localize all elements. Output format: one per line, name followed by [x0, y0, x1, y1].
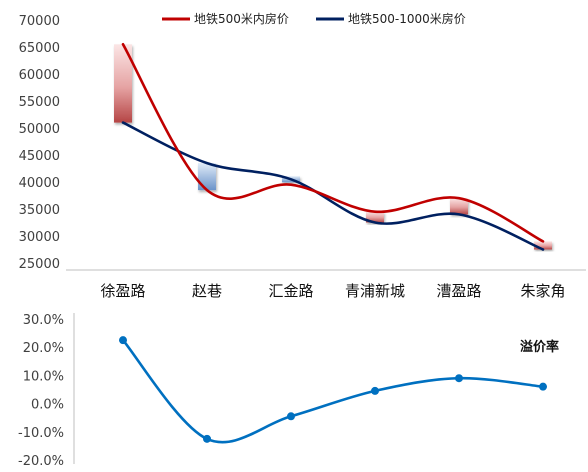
y-tick-label: 30.0%	[23, 313, 64, 328]
premium-rate-point	[539, 382, 547, 391]
premium-rate-label: 溢价率	[520, 339, 559, 355]
premium-line	[119, 336, 547, 444]
y-tick-label: 20.0%	[23, 341, 64, 356]
y-tick-label: -10.0%	[18, 426, 64, 441]
x-category-label: 汇金路	[268, 282, 313, 300]
legend: 地铁500米内房价 地铁500-1000米房价	[162, 11, 466, 26]
price-gap-bars	[114, 44, 552, 250]
x-axis: 徐盈路 赵巷 汇金路 青浦新城 漕盈路 朱家角	[66, 269, 586, 300]
premium-rate-point	[455, 374, 463, 383]
y-tick-label: 30000	[19, 230, 60, 245]
y-tick-label: 45000	[19, 149, 60, 164]
x-category-label: 漕盈路	[436, 282, 481, 300]
y-tick-label: 70000	[19, 14, 60, 29]
gap-bar	[534, 241, 552, 250]
x-category-label: 青浦新城	[345, 282, 405, 300]
y-tick-label: 50000	[19, 122, 60, 137]
y-tick-label: 65000	[19, 41, 60, 56]
premium-rate-point	[371, 386, 379, 395]
y-tick-label: 25000	[19, 257, 60, 272]
legend-label-series-1: 地铁500米内房价	[194, 11, 289, 26]
premium-rate-point	[119, 336, 127, 345]
premium-rate-point	[287, 412, 295, 421]
gap-bar	[114, 44, 132, 123]
y-tick-label: 40000	[19, 176, 60, 191]
x-category-label: 朱家角	[520, 282, 565, 300]
series-line-500-1000m	[121, 121, 545, 251]
legend-label-series-2: 地铁500-1000米房价	[348, 11, 466, 26]
y-tick-label: 60000	[19, 68, 60, 83]
bottom-y-axis: 30.0% 20.0% 10.0% 0.0% -10.0% -20.0%	[18, 313, 75, 469]
y-tick-label: 35000	[19, 203, 60, 218]
premium-rate-line	[121, 338, 545, 444]
y-tick-label: 0.0%	[31, 398, 64, 413]
y-tick-label: -20.0%	[18, 454, 64, 468]
price-lines	[121, 43, 545, 251]
y-tick-label: 10.0%	[23, 369, 64, 384]
gap-bar	[366, 211, 384, 223]
x-category-label: 赵巷	[192, 282, 222, 300]
gap-bar	[198, 163, 216, 191]
top-y-axis: 70000 65000 60000 55000 50000 45000 40000 35000…	[19, 14, 60, 272]
series-line-within-500m	[121, 43, 545, 243]
premium-rate-point	[203, 434, 211, 443]
x-category-label: 徐盈路	[100, 282, 145, 300]
gap-bar	[450, 198, 468, 215]
y-tick-label: 55000	[19, 95, 60, 110]
